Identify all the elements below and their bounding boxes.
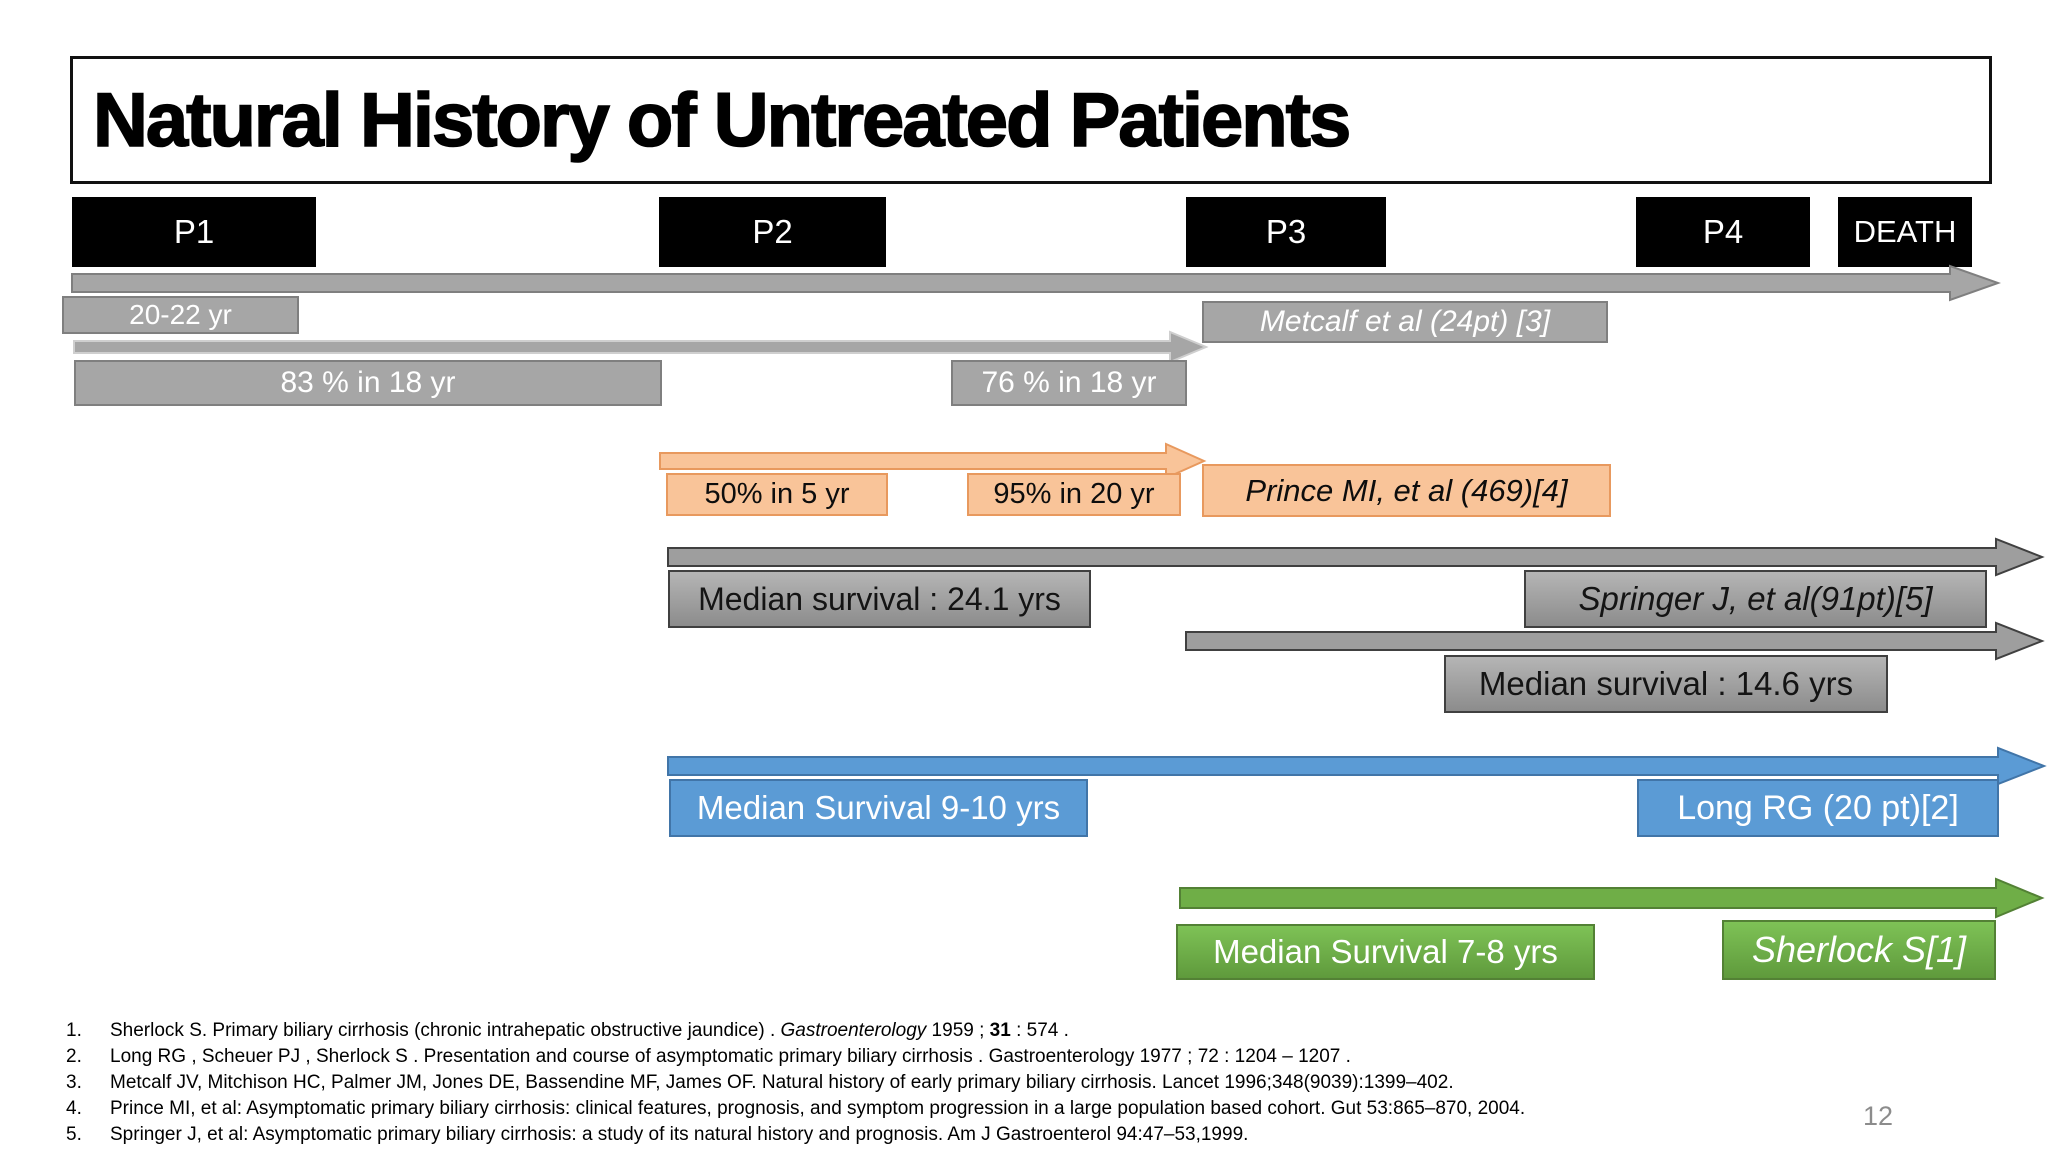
long-study-arrow bbox=[667, 746, 2047, 786]
phase-box-p1: P1 bbox=[72, 197, 316, 267]
phase-box-p4: P4 bbox=[1636, 197, 1810, 267]
reference-3: 3. Metcalf JV, Mitchison HC, Palmer JM, … bbox=[66, 1070, 1976, 1096]
phase-box-death: DEATH bbox=[1838, 197, 1972, 267]
prince-study-label: Prince MI, et al (469)[4] bbox=[1202, 464, 1611, 517]
reference-1: 1. Sherlock S. Primary biliary cirrhosis… bbox=[66, 1018, 1976, 1044]
metcalf-study-arrow bbox=[73, 330, 1209, 364]
phase-box-p2: P2 bbox=[659, 197, 886, 267]
phase-label-p4: P4 bbox=[1702, 213, 1744, 250]
phase-label-death: DEATH bbox=[1853, 214, 1957, 249]
sherlock-study-arrow bbox=[1179, 877, 2045, 919]
slide-title: Natural History of Untreated Patients bbox=[92, 77, 1352, 164]
metcalf-study-label: Metcalf et al (24pt) [3] bbox=[1202, 301, 1608, 343]
reference-1-text: Sherlock S. Primary biliary cirrhosis (c… bbox=[110, 1020, 1069, 1041]
overall-timeline-arrow bbox=[71, 264, 2001, 302]
references-list: 1. Sherlock S. Primary biliary cirrhosis… bbox=[66, 1018, 1976, 1148]
reference-2-number: 2. bbox=[66, 1046, 82, 1067]
stat-95pct-20yr-label: 95% in 20 yr bbox=[967, 473, 1181, 516]
reference-2: 2. Long RG , Scheuer PJ , Sherlock S . P… bbox=[66, 1044, 1976, 1070]
median-survival-9-10-label: Median Survival 9-10 yrs bbox=[669, 779, 1088, 837]
sherlock-study-label: Sherlock S[1] bbox=[1722, 920, 1996, 980]
springer-study-arrow-short bbox=[1185, 621, 2045, 661]
springer-study-label: Springer J, et al(91pt)[5] bbox=[1524, 570, 1987, 628]
duration-20-22yr-label: 20-22 yr bbox=[62, 296, 299, 334]
reference-4-text: Prince MI, et al: Asymptomatic primary b… bbox=[110, 1098, 1526, 1119]
median-survival-7-8-label: Median Survival 7-8 yrs bbox=[1176, 924, 1595, 980]
phase-box-p3: P3 bbox=[1186, 197, 1386, 267]
stat-83pct-18yr-label: 83 % in 18 yr bbox=[74, 360, 662, 406]
phase-label-p2: P2 bbox=[752, 213, 793, 250]
reference-2-text: Long RG , Scheuer PJ , Sherlock S . Pres… bbox=[110, 1046, 1351, 1067]
phase-label-p1: P1 bbox=[173, 213, 215, 250]
reference-4: 4. Prince MI, et al: Asymptomatic primar… bbox=[66, 1096, 1976, 1122]
title-box: Natural History of Untreated Patients bbox=[70, 56, 1992, 184]
reference-5-number: 5. bbox=[66, 1124, 82, 1145]
reference-3-number: 3. bbox=[66, 1072, 82, 1093]
reference-5: 5. Springer J, et al: Asymptomatic prima… bbox=[66, 1122, 1976, 1148]
long-study-label: Long RG (20 pt)[2] bbox=[1637, 779, 1999, 837]
median-survival-14-6-label: Median survival : 14.6 yrs bbox=[1444, 655, 1888, 713]
reference-4-number: 4. bbox=[66, 1098, 82, 1119]
page-number: 12 bbox=[1862, 1100, 1894, 1131]
reference-3-text: Metcalf JV, Mitchison HC, Palmer JM, Jon… bbox=[110, 1072, 1454, 1093]
median-survival-24-1-label: Median survival : 24.1 yrs bbox=[668, 570, 1091, 628]
phase-label-p3: P3 bbox=[1265, 213, 1307, 250]
reference-1-number: 1. bbox=[66, 1020, 82, 1041]
reference-5-text: Springer J, et al: Asymptomatic primary … bbox=[110, 1124, 1249, 1145]
stat-50pct-5yr-label: 50% in 5 yr bbox=[666, 473, 888, 516]
stat-76pct-18yr-label: 76 % in 18 yr bbox=[951, 360, 1187, 406]
prince-study-arrow bbox=[659, 442, 1207, 480]
springer-study-arrow-long bbox=[667, 537, 2045, 577]
